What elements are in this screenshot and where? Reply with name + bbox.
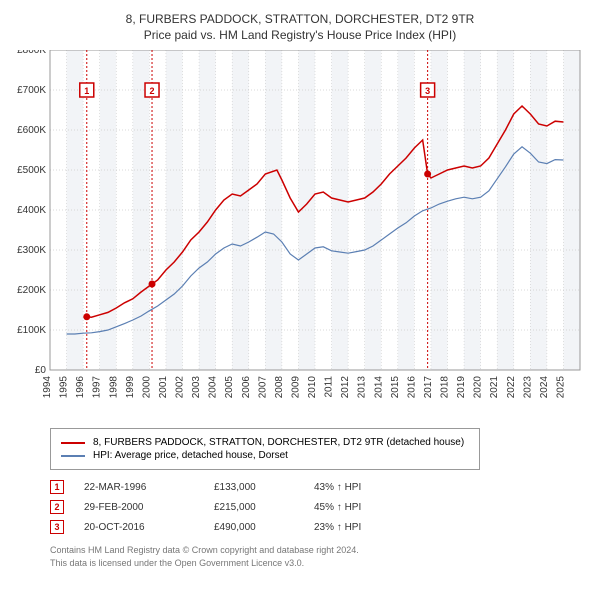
event-number-box: 3 [50, 520, 64, 534]
svg-text:2000: 2000 [141, 376, 152, 399]
price-chart: £0 £100K £200K £300K £400K £500K £600K £700K £80… [12, 50, 588, 420]
event-price: £133,000 [214, 482, 314, 493]
legend-row: HPI: Average price, detached house, Dors… [61, 450, 469, 461]
svg-text:2022: 2022 [506, 376, 517, 399]
footer-line2: This data is licensed under the Open Gov… [50, 557, 588, 570]
svg-text:£400K: £400K [17, 205, 46, 216]
title-subtitle: Price paid vs. HM Land Registry's House … [12, 28, 588, 42]
svg-text:2013: 2013 [357, 376, 368, 399]
chart-container: 8, FURBERS PADDOCK, STRATTON, DORCHESTER… [12, 12, 588, 569]
svg-text:2006: 2006 [241, 376, 252, 399]
event-date: 20-OCT-2016 [84, 522, 214, 533]
event-price: £490,000 [214, 522, 314, 533]
svg-text:1998: 1998 [108, 376, 119, 399]
event-hpi: 45% ↑ HPI [314, 502, 361, 513]
svg-text:1: 1 [84, 86, 89, 96]
legend-swatch [61, 442, 85, 444]
event-number-box: 2 [50, 500, 64, 514]
event-table: 1 22-MAR-1996£133,00043% ↑ HPI 2 29-FEB-200… [50, 480, 588, 534]
svg-text:£0: £0 [35, 365, 47, 376]
svg-text:2024: 2024 [539, 376, 550, 399]
svg-text:2025: 2025 [555, 376, 566, 399]
svg-text:2017: 2017 [423, 376, 434, 399]
svg-text:1997: 1997 [92, 376, 103, 399]
legend-label: 8, FURBERS PADDOCK, STRATTON, DORCHESTER… [93, 437, 464, 448]
svg-text:1996: 1996 [75, 376, 86, 399]
svg-text:2005: 2005 [224, 376, 235, 399]
svg-text:2009: 2009 [290, 376, 301, 399]
svg-text:2002: 2002 [175, 376, 186, 399]
svg-text:£700K: £700K [17, 85, 46, 96]
svg-text:2011: 2011 [324, 376, 335, 398]
svg-text:2014: 2014 [373, 376, 384, 399]
svg-text:2015: 2015 [390, 376, 401, 399]
event-hpi: 43% ↑ HPI [314, 482, 361, 493]
svg-text:2008: 2008 [274, 376, 285, 399]
legend-swatch [61, 455, 85, 457]
svg-text:£200K: £200K [17, 285, 46, 296]
legend-row: 8, FURBERS PADDOCK, STRATTON, DORCHESTER… [61, 437, 469, 448]
svg-text:2018: 2018 [440, 376, 451, 399]
svg-text:2001: 2001 [158, 376, 169, 399]
svg-text:£600K: £600K [17, 125, 46, 136]
svg-text:2020: 2020 [473, 376, 484, 399]
svg-text:2023: 2023 [522, 376, 533, 399]
svg-text:2016: 2016 [406, 376, 417, 399]
svg-text:2007: 2007 [257, 376, 268, 399]
svg-text:£100K: £100K [17, 325, 46, 336]
svg-text:1999: 1999 [125, 376, 136, 399]
legend-label: HPI: Average price, detached house, Dors… [93, 450, 288, 461]
footer-line1: Contains HM Land Registry data © Crown c… [50, 544, 588, 557]
event-date: 22-MAR-1996 [84, 482, 214, 493]
svg-text:2: 2 [150, 86, 155, 96]
svg-text:2010: 2010 [307, 376, 318, 399]
event-hpi: 23% ↑ HPI [314, 522, 361, 533]
svg-text:2019: 2019 [456, 376, 467, 399]
title-block: 8, FURBERS PADDOCK, STRATTON, DORCHESTER… [12, 12, 588, 42]
event-row: 1 22-MAR-1996£133,00043% ↑ HPI [50, 480, 588, 494]
svg-text:£300K: £300K [17, 245, 46, 256]
legend: 8, FURBERS PADDOCK, STRATTON, DORCHESTER… [50, 428, 480, 470]
event-row: 3 20-OCT-2016£490,00023% ↑ HPI [50, 520, 588, 534]
svg-text:£500K: £500K [17, 165, 46, 176]
svg-text:2012: 2012 [340, 376, 351, 399]
event-price: £215,000 [214, 502, 314, 513]
event-number-box: 1 [50, 480, 64, 494]
svg-text:2021: 2021 [489, 376, 500, 399]
svg-text:£800K: £800K [17, 50, 46, 56]
svg-text:2003: 2003 [191, 376, 202, 399]
svg-text:2004: 2004 [208, 376, 219, 399]
event-date: 29-FEB-2000 [84, 502, 214, 513]
footer: Contains HM Land Registry data © Crown c… [50, 544, 588, 569]
event-row: 2 29-FEB-2000£215,00045% ↑ HPI [50, 500, 588, 514]
svg-text:1995: 1995 [59, 376, 70, 399]
title-address: 8, FURBERS PADDOCK, STRATTON, DORCHESTER… [12, 12, 588, 26]
svg-text:1994: 1994 [42, 376, 53, 399]
svg-text:3: 3 [425, 86, 430, 96]
